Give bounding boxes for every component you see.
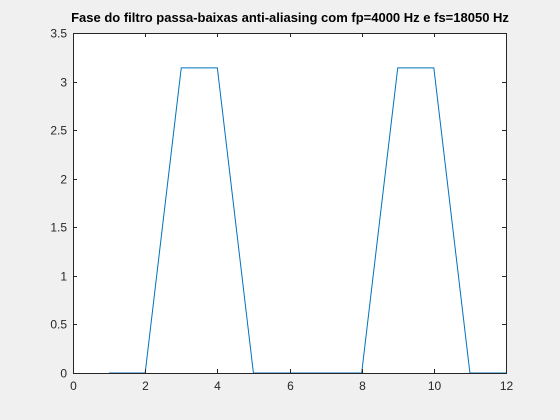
- y-tick-label: 2.5: [50, 124, 67, 138]
- x-tick-label: 10: [428, 379, 442, 393]
- x-tick-label: 4: [214, 379, 221, 393]
- y-tick-label: 1.5: [50, 221, 67, 235]
- x-tick-label: 2: [142, 379, 149, 393]
- y-tick-label: 0.5: [50, 318, 67, 332]
- y-axis-ticks: 0 0.5 1 1.5 2 2.5 3 3.5: [50, 27, 506, 381]
- x-tick-label: 0: [70, 379, 77, 393]
- y-tick-label: 2: [60, 173, 67, 187]
- y-tick-label: 0: [60, 367, 67, 381]
- x-tick-label: 12: [500, 379, 514, 393]
- chart-title: Fase do filtro passa-baixas anti-aliasin…: [71, 10, 509, 25]
- axes-background: [73, 33, 506, 373]
- y-tick-label: 3: [60, 76, 67, 90]
- x-axis-ticks: 0 2 4 6 8 10 12: [70, 33, 513, 393]
- y-tick-label: 1: [60, 270, 67, 284]
- x-tick-label: 8: [359, 379, 366, 393]
- x-tick-label: 6: [287, 379, 294, 393]
- y-tick-label: 3.5: [50, 27, 67, 41]
